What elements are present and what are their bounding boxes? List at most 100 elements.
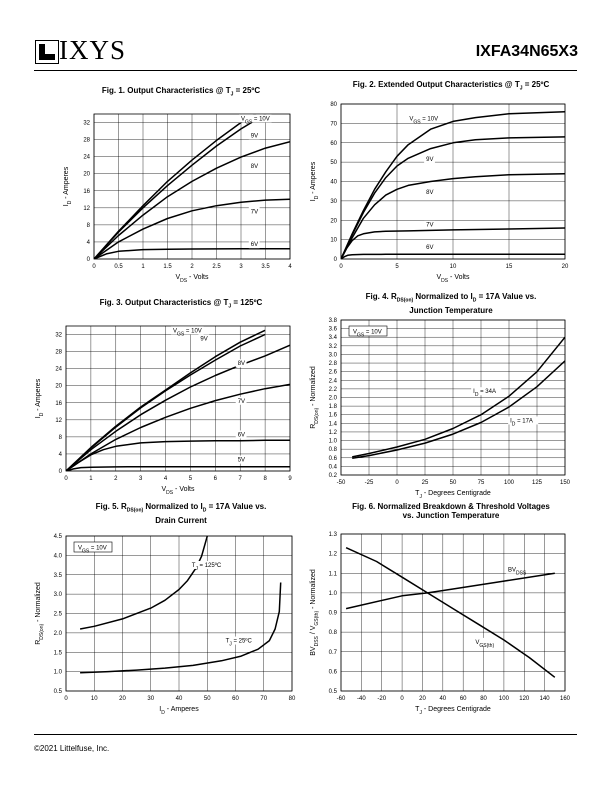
series-label: 8V: [251, 164, 258, 170]
label-background: [248, 162, 260, 171]
x-tick-label: 5: [189, 476, 193, 482]
label-background: [424, 242, 435, 251]
label-background: [248, 131, 260, 140]
x-tick-label: 100: [504, 480, 515, 486]
x-tick-label: 5: [395, 264, 399, 270]
x-tick-label: 120: [519, 696, 530, 702]
y-tick-label: 1.8: [329, 404, 338, 410]
y-tick-label: 2.6: [329, 370, 338, 376]
y-tick-label: 0.5: [329, 689, 338, 695]
label-background: [248, 207, 260, 216]
x-tick-label: 8: [263, 476, 267, 482]
x-tick-label: 6: [214, 476, 218, 482]
plot-frame: [340, 319, 566, 476]
y-tick-label: 40: [330, 180, 337, 186]
series-label: 9V: [200, 337, 207, 343]
y-tick-label: 3.6: [329, 327, 338, 333]
x-tick-label: 0: [400, 696, 404, 702]
x-tick-label: 0: [395, 480, 399, 486]
label-background: [471, 387, 502, 396]
series-line: [66, 344, 290, 471]
x-axis-label: TJ - Degrees Centigrade: [415, 490, 491, 500]
series-line: [352, 336, 565, 458]
x-tick-label: -40: [357, 696, 366, 702]
y-tick-label: 4.0: [54, 553, 63, 559]
y-tick-label: 1.3: [329, 532, 338, 538]
brand-name: IXYS: [59, 35, 127, 65]
y-tick-label: 4.5: [54, 534, 63, 540]
fig1-output-characteristics-25c: Fig. 1. Output Characteristics @ TJ = 25…: [36, 86, 326, 306]
y-tick-label: 20: [330, 218, 337, 224]
series-line: [341, 111, 565, 259]
chart-title: Fig. 4. RDS(on) Normalized to ID = 17A V…: [365, 292, 537, 315]
y-tick-label: 0.8: [329, 630, 338, 636]
label-background: [239, 114, 272, 123]
y-tick-label: 0: [334, 257, 338, 263]
series-line: [341, 136, 565, 259]
x-tick-label: 3.5: [261, 264, 270, 270]
series-line: [66, 439, 290, 471]
x-tick-label: 20: [419, 696, 426, 702]
x-tick-label: 125: [532, 480, 543, 486]
fig3-output-characteristics-125c: Fig. 3. Output Characteristics @ TJ = 12…: [35, 298, 326, 518]
y-tick-label: 70: [330, 121, 337, 127]
x-tick-label: 20: [562, 264, 569, 270]
series-label: BVDSS: [508, 567, 527, 576]
label-background: [235, 430, 247, 439]
x-tick-label: 0: [64, 696, 68, 702]
x-tick-label: 1.5: [163, 264, 172, 270]
x-tick-label: 40: [439, 696, 446, 702]
y-tick-label: 0.4: [329, 464, 338, 470]
x-tick-label: 25: [422, 480, 429, 486]
label-background: [223, 636, 258, 645]
y-tick-label: 1.6: [329, 413, 338, 419]
y-tick-label: 2.0: [54, 631, 63, 637]
label-background: [235, 359, 247, 368]
x-axis-label: TJ - Degrees Centigrade: [415, 706, 491, 716]
y-tick-label: 0: [59, 469, 63, 475]
chart-title: Fig. 3. Output Characteristics @ TJ = 12…: [99, 298, 263, 310]
y-tick-label: 10: [330, 238, 337, 244]
y-tick-label: 20: [55, 384, 62, 390]
label-background: [505, 565, 524, 574]
series-line: [66, 465, 290, 471]
y-tick-label: 8: [59, 435, 63, 441]
label-background: [407, 114, 440, 123]
x-tick-label: 60: [460, 696, 467, 702]
legend-box: [348, 325, 388, 337]
y-tick-label: 16: [55, 401, 62, 407]
y-tick-label: 60: [330, 141, 337, 147]
y-tick-label: 1.2: [329, 430, 338, 436]
x-axis-label: VDS - Volts: [175, 274, 209, 284]
x-tick-label: 0: [64, 476, 68, 482]
x-tick-label: 40: [176, 696, 183, 702]
x-tick-label: -25: [365, 480, 374, 486]
series-line: [345, 547, 556, 678]
x-tick-label: 80: [289, 696, 296, 702]
x-tick-label: 2: [190, 264, 194, 270]
x-tick-label: 80: [480, 696, 487, 702]
x-tick-label: 7: [239, 476, 243, 482]
label-background: [189, 561, 227, 569]
x-tick-label: 100: [499, 696, 510, 702]
x-tick-label: 4: [288, 264, 292, 270]
plot-frame: [340, 533, 566, 692]
x-tick-label: 10: [450, 264, 457, 270]
x-tick-label: 10: [91, 696, 98, 702]
series-line: [94, 140, 290, 259]
label-background: [424, 155, 435, 164]
y-tick-label: 0.8: [329, 447, 338, 453]
y-tick-label: 1.2: [329, 552, 338, 558]
x-tick-label: 160: [560, 696, 571, 702]
y-tick-label: 3.2: [329, 344, 338, 350]
y-tick-label: 3.5: [54, 573, 63, 579]
copyright: ©2021 Littelfuse, Inc.: [34, 744, 110, 753]
series-line: [94, 248, 290, 259]
legend-text: VGS = 10V: [78, 546, 107, 555]
series-label: 5V: [238, 458, 245, 464]
x-tick-label: -60: [337, 696, 346, 702]
plot-frame: [65, 535, 293, 692]
x-tick-label: 150: [560, 480, 571, 486]
y-tick-label: 3.0: [329, 352, 338, 358]
y-tick-label: 32: [83, 121, 90, 127]
